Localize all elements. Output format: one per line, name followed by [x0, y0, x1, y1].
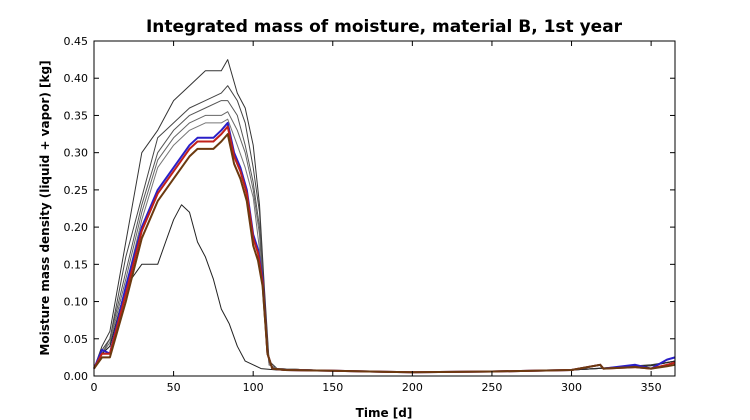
series-line-run-1 — [93, 59, 676, 373]
chart-title: Integrated mass of moisture, material B,… — [146, 17, 623, 37]
y-tick-label: 0.45 — [64, 35, 89, 48]
y-tick-label: 0.15 — [64, 258, 89, 271]
x-tick-label: 150 — [322, 381, 343, 394]
series-line-red — [93, 125, 676, 374]
plot-frame — [93, 40, 676, 377]
y-tick-label: 0.10 — [64, 296, 89, 309]
x-tick-label: 100 — [243, 381, 264, 394]
y-axis: 0.00 0.05 0.10 0.15 0.20 0.25 0.30 0.35 0.40 0.45 — [64, 35, 675, 383]
y-tick-label: 0.05 — [64, 333, 89, 346]
x-axis-label: Time [d] — [356, 406, 413, 420]
x-tick-label: 200 — [402, 381, 423, 394]
y-tick-label: 0.35 — [64, 109, 89, 122]
x-tick-label: 0 — [91, 381, 98, 394]
x-tick-label: 50 — [167, 381, 181, 394]
x-tick-label: 300 — [561, 381, 582, 394]
series-layer — [93, 59, 676, 374]
series-line-run-2 — [93, 85, 676, 373]
x-tick-label: 350 — [641, 381, 662, 394]
y-axis-label: Moisture mass density (liquid + vapor) [… — [38, 60, 52, 355]
y-tick-label: 0.30 — [64, 147, 89, 160]
series-line-brown — [93, 133, 676, 374]
x-axis: 0 50 100 150 200 250 300 350 — [91, 41, 662, 394]
x-tick-label: 250 — [481, 381, 502, 394]
y-tick-label: 0.20 — [64, 221, 89, 234]
y-tick-label: 0.40 — [64, 72, 89, 85]
series-line-run-3 — [93, 100, 676, 373]
y-tick-label: 0.25 — [64, 184, 89, 197]
series-line-run-4 — [93, 111, 676, 373]
y-tick-label: 0.00 — [64, 370, 89, 383]
series-line-run-6 — [93, 204, 676, 373]
